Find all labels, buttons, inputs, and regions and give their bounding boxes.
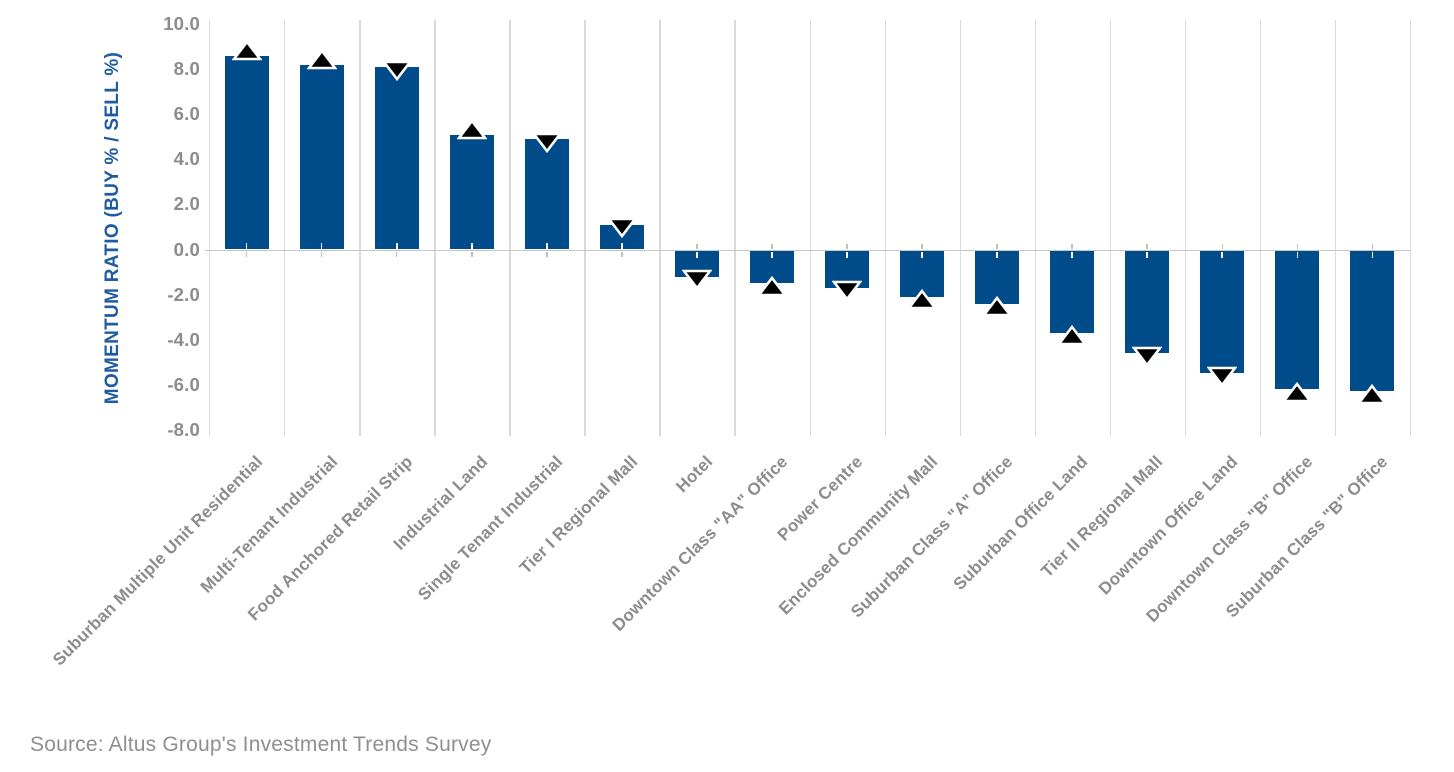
gridline: [1410, 20, 1412, 436]
trend-up-icon: [981, 295, 1013, 322]
bar-downtown-office-land: [1200, 251, 1245, 374]
gridline: [659, 20, 661, 436]
gridline: [584, 20, 586, 436]
zero-axis-line: [205, 249, 1410, 252]
gridline: [734, 20, 736, 436]
gridline: [434, 20, 436, 436]
category-tick-outer: [395, 252, 398, 257]
gridline: [1334, 20, 1337, 436]
trend-down-icon: [831, 280, 863, 306]
trend-down-icon: [681, 269, 713, 295]
gridline: [284, 20, 286, 436]
gridline: [509, 20, 511, 436]
y-tick-label: 10.0: [163, 13, 200, 35]
category-tick-outer: [621, 252, 623, 257]
category-tick-outer: [245, 252, 248, 257]
category-tick-inner: [245, 242, 248, 249]
trend-down-icon: [531, 132, 563, 158]
category-tick-outer: [1071, 244, 1073, 249]
category-tick-inner: [771, 251, 773, 258]
category-tick-inner: [1371, 251, 1374, 258]
trend-up-icon: [1281, 381, 1314, 408]
gridline: [884, 20, 886, 436]
y-tick-label: -8.0: [167, 418, 200, 440]
category-tick-inner: [1296, 251, 1299, 258]
gridline: [959, 20, 962, 436]
trend-down-icon: [1206, 366, 1238, 392]
trend-up-icon: [230, 40, 263, 66]
trend-down-icon: [606, 217, 638, 243]
gridline: [1034, 20, 1037, 436]
category-tick-inner: [846, 251, 848, 258]
category-tick-outer: [1296, 244, 1299, 249]
category-tick-outer: [696, 244, 698, 249]
category-tick-outer: [996, 244, 998, 249]
category-tick-inner: [395, 242, 398, 249]
bar-suburban-multiple-unit-residential: [224, 55, 269, 250]
category-tick-outer: [470, 252, 473, 257]
gridline: [1184, 20, 1187, 436]
bar-tier-ii-regional-mall: [1125, 251, 1170, 354]
y-tick-label: 4.0: [173, 148, 200, 170]
y-tick-label: -6.0: [167, 373, 200, 395]
y-tick-label: -4.0: [167, 328, 200, 350]
bar-multi-tenant-industrial: [299, 64, 344, 250]
trend-up-icon: [906, 289, 938, 315]
trend-up-icon: [1356, 383, 1389, 410]
category-tick-outer: [846, 244, 848, 249]
category-tick-outer: [545, 252, 548, 257]
gridline: [1259, 20, 1262, 436]
category-tick-inner: [470, 242, 473, 249]
category-tick-inner: [1071, 251, 1074, 258]
category-tick-inner: [996, 251, 999, 258]
y-tick-label: -2.0: [167, 283, 200, 305]
category-tick-inner: [620, 242, 623, 249]
trend-up-icon: [756, 275, 788, 302]
gridline: [1109, 20, 1112, 436]
bar-suburban-office-land: [1050, 251, 1095, 333]
bar-suburban-class-b-office: [1350, 251, 1395, 392]
category-tick-outer: [1371, 244, 1374, 249]
bar-suburban-class-a-office: [975, 251, 1020, 304]
bar-single-tenant-industrial: [524, 139, 569, 250]
y-tick-label: 6.0: [173, 103, 200, 125]
bar-downtown-class-b-office: [1275, 251, 1320, 390]
category-tick-outer: [921, 244, 923, 249]
gridline: [209, 20, 211, 436]
category-tick-outer: [1221, 244, 1224, 249]
bar-industrial-land: [449, 134, 494, 250]
y-tick-label: 8.0: [173, 58, 200, 80]
trend-up-icon: [456, 118, 488, 145]
category-tick-inner: [921, 251, 923, 258]
y-tick-label: 0.0: [173, 238, 200, 260]
y-tick-label: 2.0: [173, 193, 200, 215]
category-tick-inner: [1146, 251, 1149, 258]
category-tick-inner: [1221, 251, 1224, 258]
gridline: [809, 20, 811, 436]
trend-up-icon: [1056, 325, 1088, 351]
category-tick-inner: [545, 242, 548, 249]
category-tick-outer: [320, 252, 323, 257]
category-tick-inner: [696, 251, 698, 258]
trend-down-icon: [1131, 346, 1163, 372]
bar-food-anchored-retail-strip: [374, 67, 419, 250]
trend-up-icon: [305, 49, 338, 75]
category-tick-inner: [320, 242, 323, 249]
category-tick-outer: [771, 244, 773, 249]
gridline: [359, 20, 361, 436]
trend-down-icon: [381, 60, 413, 86]
category-tick-outer: [1146, 244, 1149, 249]
source-note: Source: Altus Group's Investment Trends …: [30, 733, 492, 756]
